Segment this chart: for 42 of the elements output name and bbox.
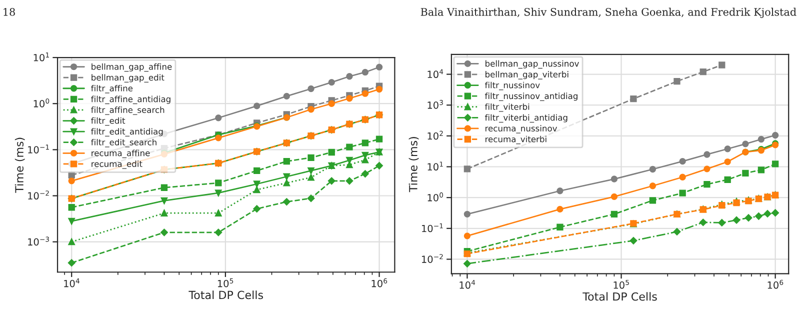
legend-label: recuma_affine — [92, 150, 150, 158]
x-tick-label: 10$^{6}$ — [768, 280, 784, 289]
legend-label: filtr_nussinov_antidiag — [484, 92, 578, 101]
y-tick-label: 10$^{−2}$ — [422, 254, 443, 263]
legend-label: recuma_nussinov — [486, 125, 558, 134]
legend-label: filtr_affine — [91, 84, 133, 94]
legend-label: filtr_nussinov — [484, 82, 540, 90]
legend-label: filtr_affine_antidiag — [91, 96, 170, 104]
x-tick-label: 10$^{4}$ — [64, 278, 80, 288]
y-tick-label: 10$^{−2}$ — [28, 190, 49, 200]
x-tick-label: 10$^{5}$ — [614, 280, 629, 289]
y-tick-label: 10$^{0}$ — [428, 192, 444, 202]
x-axis-title: Total DP Cells — [188, 290, 263, 300]
legend-label: filtr_viterbi — [484, 103, 530, 112]
y-axis-title: Time (ms) — [14, 138, 25, 193]
x-tick-label: 10$^{5}$ — [218, 278, 234, 288]
y-tick-label: 10$^{1}$ — [428, 162, 443, 171]
y-tick-label: 10$^{−1}$ — [422, 223, 443, 232]
y-tick-label: 10$^{0}$ — [34, 98, 50, 108]
legend-label: recuma_edit — [92, 160, 142, 169]
legend-label: filtr_affine_search — [91, 106, 164, 115]
y-tick-label: 10$^{2}$ — [428, 130, 443, 140]
legend-label: filtr_edit — [91, 117, 126, 126]
text: 18 — [4, 8, 15, 16]
text: Bala Vinaithirthan, Shiv Sundram, Sneha Goenka, and Fredrik Kjolstad — [420, 8, 796, 18]
legend-label: bellman_gap_affine — [92, 63, 172, 72]
legend-label: filtr_edit_antidiag — [91, 128, 163, 136]
legend-label: bellman_gap_edit — [92, 74, 164, 82]
legend-label: filtr_edit_search — [91, 138, 156, 148]
x-tick-label: 10$^{6}$ — [372, 278, 388, 288]
y-tick-label: 10$^{1}$ — [34, 52, 49, 62]
legend-label: filtr_viterbi_antidiag — [484, 114, 568, 123]
y-tick-label: 10$^{−3}$ — [28, 236, 49, 246]
y-tick-label: 10$^{−1}$ — [28, 144, 49, 154]
legend-label: recuma_viterbi — [486, 136, 546, 144]
y-tick-label: 10$^{3}$ — [428, 100, 443, 109]
legend-label: bellman_gap_viterbi — [486, 71, 568, 80]
legend-label: bellman_gap_nussinov — [486, 60, 579, 69]
y-tick-label: 10$^{4}$ — [428, 69, 444, 78]
x-axis-title: Total DP Cells — [582, 292, 657, 301]
x-tick-label: 10$^{4}$ — [460, 280, 476, 289]
y-axis-title: Time (ms) — [408, 137, 419, 192]
